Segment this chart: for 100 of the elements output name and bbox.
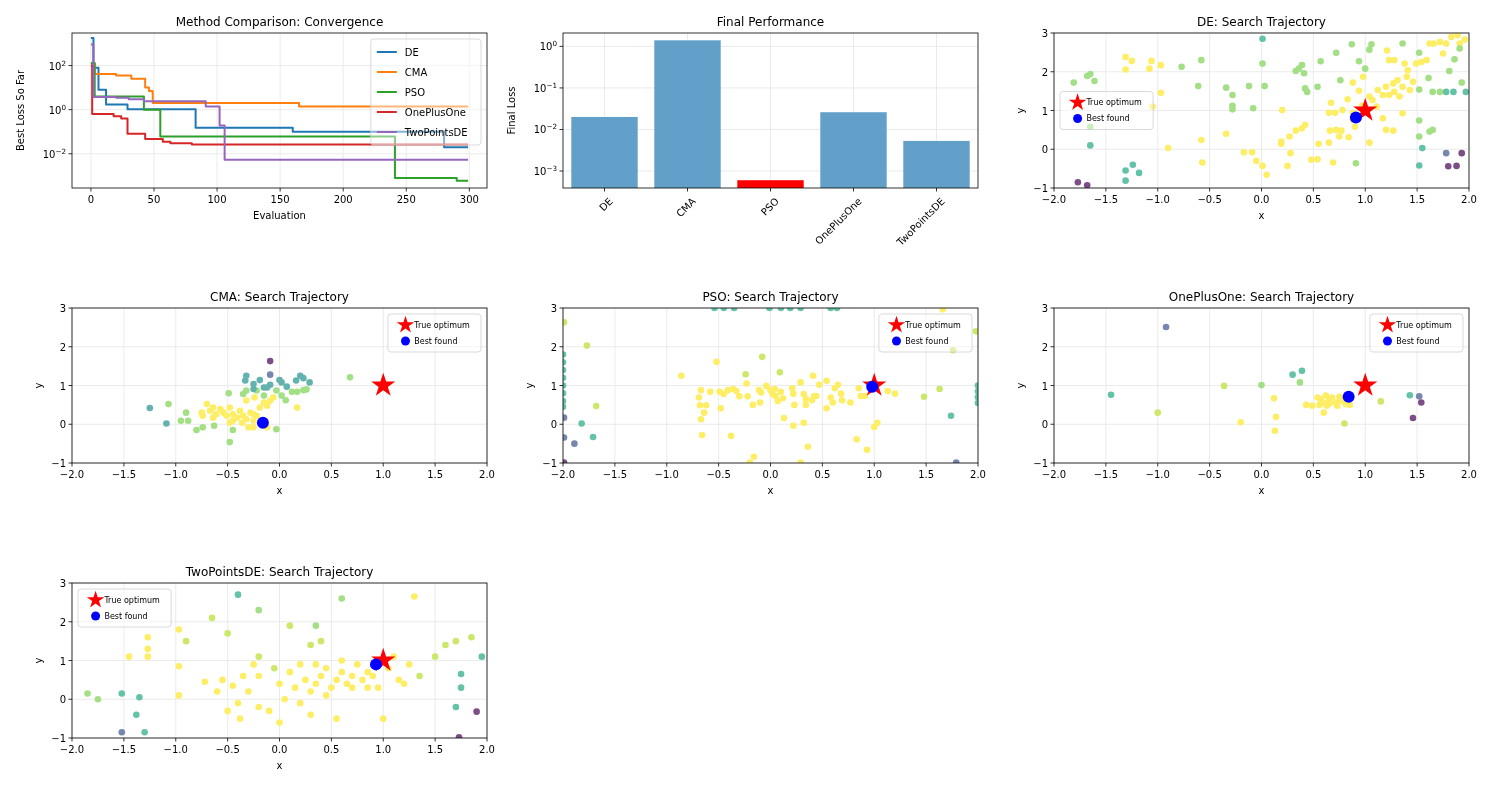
x-tick-label: 1.5 bbox=[1409, 469, 1426, 480]
y-tick-label: 2 bbox=[59, 341, 66, 353]
x-tick-label: −1.0 bbox=[163, 744, 188, 755]
y-tick-label: 0 bbox=[1041, 419, 1048, 431]
chart-title: OnePlusOne: Search Trajectory bbox=[1168, 290, 1355, 304]
y-axis-title: y bbox=[1015, 382, 1026, 389]
x-axis-title: x bbox=[1258, 485, 1265, 496]
x-tick-label: 1.5 bbox=[1409, 194, 1426, 205]
x-tick-label: −2.0 bbox=[550, 469, 576, 480]
x-tick-label: 2.0 bbox=[1461, 469, 1477, 480]
x-tick-label: 0.5 bbox=[323, 744, 340, 755]
x-tick-label: −2.0 bbox=[1041, 194, 1067, 205]
x-tick-label: 1.5 bbox=[427, 744, 444, 755]
y-tick-label: 1 bbox=[550, 380, 557, 392]
x-axis-title: x bbox=[1258, 210, 1265, 221]
legend-label: CMA bbox=[404, 66, 428, 78]
x-tick-label: 1.0 bbox=[375, 744, 392, 755]
x-tick-label: 300 bbox=[459, 194, 479, 205]
y-tick-label: −1 bbox=[51, 733, 66, 744]
x-tick-label: 2.0 bbox=[479, 469, 495, 480]
y-tick-label: 3 bbox=[59, 303, 66, 314]
legend-label: PSO bbox=[404, 86, 426, 98]
x-tick-label: −1.0 bbox=[1145, 194, 1170, 205]
y-tick-label: 2 bbox=[1041, 341, 1048, 353]
y-axis-title: Final Loss bbox=[506, 86, 517, 135]
x-tick-label: −0.5 bbox=[1197, 194, 1222, 205]
x-tick-label: 0.5 bbox=[814, 469, 831, 480]
y-tick-label: 3 bbox=[550, 303, 557, 314]
chart-title: TwoPointsDE: Search Trajectory bbox=[184, 565, 374, 579]
y-axis-title: Best Loss So Far bbox=[15, 69, 26, 152]
y-tick-label: 1 bbox=[1041, 380, 1048, 392]
x-tick-label: −0.5 bbox=[215, 469, 240, 480]
x-axis-title: x bbox=[767, 485, 774, 496]
y-tick-label: 1 bbox=[59, 655, 66, 667]
legend-label: Best found bbox=[104, 611, 148, 621]
x-tick-label: 0.0 bbox=[271, 744, 288, 755]
x-tick-label: −0.5 bbox=[215, 744, 240, 755]
legend-label: Best found bbox=[414, 336, 458, 346]
x-axis-title: x bbox=[276, 760, 283, 771]
x-tick-label: 1.0 bbox=[866, 469, 883, 480]
x-axis-title: Evaluation bbox=[253, 210, 306, 221]
x-tick-label: 2.0 bbox=[479, 744, 495, 755]
x-tick-label: 0.0 bbox=[1253, 469, 1270, 480]
x-tick-label: −1.0 bbox=[163, 469, 188, 480]
y-tick-label: 10$^{−1}$ bbox=[533, 80, 557, 94]
legend-label: True optimum bbox=[1395, 320, 1453, 330]
legend-label: Best found bbox=[905, 336, 949, 346]
x-axis-title: x bbox=[276, 485, 283, 496]
y-tick-label: −1 bbox=[1033, 458, 1048, 469]
y-tick-label: 2 bbox=[1041, 66, 1048, 78]
legend-label: Best found bbox=[1086, 114, 1130, 124]
chart-title: DE: Search Trajectory bbox=[1197, 15, 1326, 29]
x-tick-label: −2.0 bbox=[1041, 469, 1067, 480]
x-tick-label: 2.0 bbox=[1461, 194, 1477, 205]
y-tick-label: −1 bbox=[1033, 183, 1048, 194]
y-tick-label: 2 bbox=[550, 341, 557, 353]
x-tick-label: −2.0 bbox=[59, 744, 85, 755]
x-tick-label: 50 bbox=[147, 194, 161, 205]
x-tick-label: 0.0 bbox=[762, 469, 779, 480]
x-tick-label: 150 bbox=[270, 194, 290, 205]
x-tick-label: 0 bbox=[87, 194, 95, 205]
x-tick-label: 0.0 bbox=[271, 469, 288, 480]
x-tick-label: −0.5 bbox=[706, 469, 731, 480]
chart-title: Method Comparison: Convergence bbox=[175, 15, 384, 29]
x-tick-label: 100 bbox=[207, 194, 227, 205]
chart-title: PSO: Search Trajectory bbox=[702, 290, 839, 304]
y-tick-label: 10$^{−2}$ bbox=[533, 121, 557, 136]
y-tick-label: 3 bbox=[1041, 28, 1048, 39]
legend-label: OnePlusOne bbox=[404, 106, 466, 118]
x-tick-label: 0.0 bbox=[1253, 194, 1270, 205]
y-tick-label: 0 bbox=[550, 419, 557, 431]
legend-label: TwoPointsDE bbox=[403, 126, 468, 138]
x-tick-label: 1.5 bbox=[427, 469, 444, 480]
y-tick-label: 3 bbox=[1041, 303, 1048, 314]
chart-title: CMA: Search Trajectory bbox=[210, 290, 349, 304]
legend-label: True optimum bbox=[103, 595, 161, 605]
x-tick-label: CMA bbox=[674, 195, 699, 220]
y-tick-label: 10$^{−2}$ bbox=[42, 146, 66, 160]
y-axis-title: y bbox=[1015, 107, 1026, 114]
y-tick-label: 10$^{−3}$ bbox=[533, 163, 557, 178]
x-tick-label: −1.0 bbox=[1145, 469, 1170, 480]
y-tick-label: 10$^{0}$ bbox=[48, 102, 67, 116]
y-tick-label: 1 bbox=[59, 380, 66, 392]
x-tick-label: −1.5 bbox=[1093, 194, 1119, 205]
y-tick-label: 0 bbox=[59, 419, 66, 431]
legend-label: Best found bbox=[1396, 336, 1440, 346]
y-tick-label: 2 bbox=[59, 616, 66, 628]
x-tick-label: −1.5 bbox=[111, 469, 137, 480]
y-tick-label: 0 bbox=[1041, 144, 1048, 156]
y-tick-label: 10$^{0}$ bbox=[539, 38, 558, 53]
legend-label: True optimum bbox=[904, 320, 962, 330]
x-tick-label: 2.0 bbox=[970, 469, 986, 480]
chart-title: Final Performance bbox=[716, 15, 825, 29]
legend-label: DE bbox=[404, 46, 419, 58]
x-tick-label: −1.5 bbox=[602, 469, 628, 480]
x-tick-label: 1.0 bbox=[1357, 194, 1374, 205]
legend-label: True optimum bbox=[413, 320, 471, 330]
x-tick-label: 0.5 bbox=[323, 469, 340, 480]
x-tick-label: DE bbox=[597, 195, 616, 214]
y-tick-label: 0 bbox=[59, 694, 66, 706]
